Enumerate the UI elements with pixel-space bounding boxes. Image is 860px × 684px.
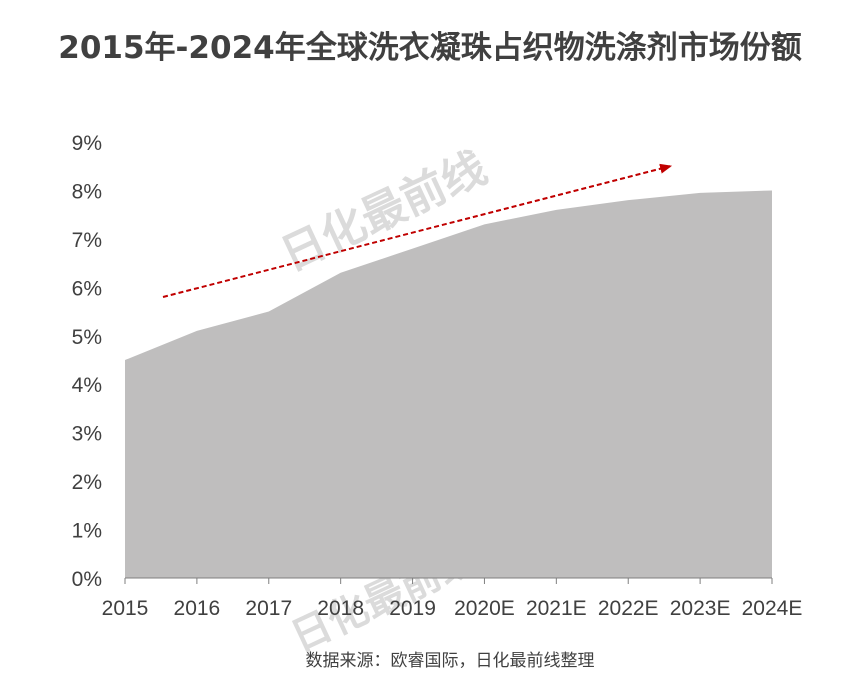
trend-arrow bbox=[162, 163, 673, 298]
y-tick-label: 9% bbox=[72, 132, 102, 155]
x-tick-label: 2018 bbox=[317, 597, 364, 620]
x-tick-label: 2015 bbox=[102, 597, 149, 620]
area-series-0 bbox=[125, 190, 772, 578]
y-tick-label: 7% bbox=[72, 229, 102, 252]
y-tick-label: 0% bbox=[72, 568, 102, 591]
y-tick-label: 8% bbox=[72, 180, 102, 203]
x-tick-label: 2021E bbox=[526, 597, 587, 620]
y-tick-label: 6% bbox=[72, 277, 102, 300]
x-tick-label: 2023E bbox=[670, 597, 731, 620]
x-tick-label: 2022E bbox=[598, 597, 659, 620]
y-tick-label: 4% bbox=[72, 374, 102, 397]
x-tick-label: 2017 bbox=[245, 597, 292, 620]
y-tick-label: 3% bbox=[72, 423, 102, 446]
y-tick-label: 2% bbox=[72, 471, 102, 494]
x-tick-label: 2019 bbox=[389, 597, 436, 620]
y-tick-label: 1% bbox=[72, 520, 102, 543]
x-tick-label: 2024E bbox=[742, 597, 803, 620]
x-tick-label: 2016 bbox=[174, 597, 221, 620]
y-tick-label: 5% bbox=[72, 326, 102, 349]
source-note: 数据来源：欧睿国际，日化最前线整理 bbox=[305, 651, 595, 671]
chart-title: 2015年-2024年全球洗衣凝珠占织物洗涤剂市场份额 bbox=[58, 30, 802, 66]
x-tick-label: 2020E bbox=[454, 597, 515, 620]
